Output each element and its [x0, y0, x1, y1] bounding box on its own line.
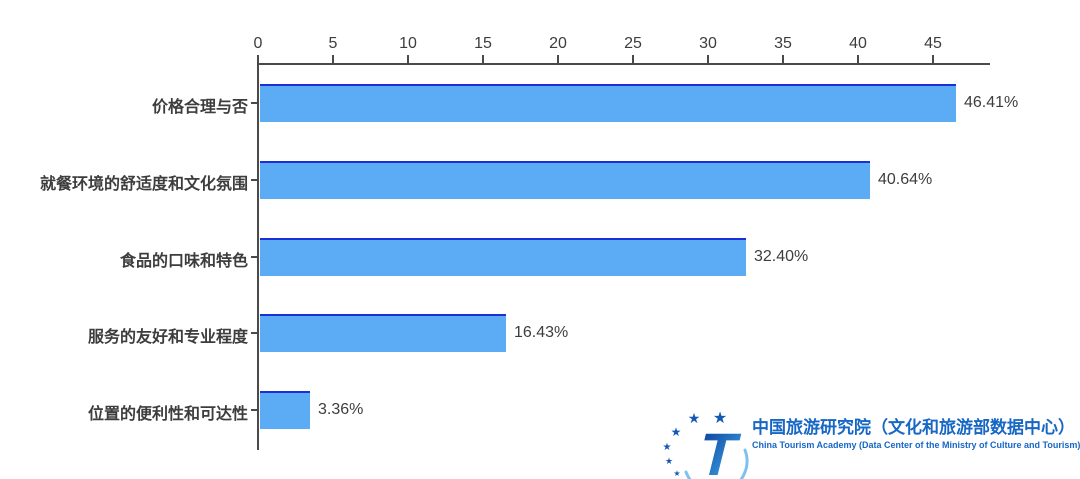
x-tick [557, 55, 559, 63]
x-tick-label: 30 [699, 35, 717, 52]
category-tick [251, 409, 257, 411]
x-axis-line [258, 63, 990, 65]
star-arc-icon: ★ ★ ★ ★ ★ ★ [663, 408, 728, 478]
x-tick-label: 0 [253, 35, 263, 52]
y-axis-line [257, 63, 259, 450]
category-label: 服务的友好和专业程度 [87, 329, 248, 347]
x-tick [707, 55, 709, 63]
x-tick-label: 5 [328, 35, 338, 52]
x-tick-label: 35 [774, 35, 792, 52]
footer-logo: ★ ★ ★ ★ ★ ★ T 中国旅游研究院（文化和旅游部数据中心） China … [658, 403, 1080, 479]
x-tick-label: 45 [924, 35, 942, 52]
x-tick-label: 15 [474, 35, 492, 52]
bar [260, 391, 310, 429]
x-tick [332, 55, 334, 63]
category-tick [251, 102, 257, 104]
x-tick [932, 55, 934, 63]
category-tick [251, 178, 257, 181]
x-tick-label: 20 [549, 35, 567, 52]
bar [260, 84, 956, 122]
bar-value-label: 32.40% [754, 247, 809, 265]
logo-letter-t: T [692, 421, 745, 479]
bar-value-label: 46.41% [964, 94, 1019, 111]
star-icon: ★ [663, 442, 672, 453]
bar [260, 237, 746, 276]
category-label: 就餐环境的舒适度和文化氛围 [39, 175, 248, 193]
bar-value-label: 40.64% [878, 170, 933, 188]
x-tick-label: 10 [399, 35, 417, 52]
bar [260, 160, 870, 199]
x-tick-label: 40 [849, 35, 867, 52]
bar-value-label: 3.36% [318, 401, 364, 418]
category-tick [251, 255, 257, 258]
x-tick [857, 55, 859, 63]
star-icon: ★ [688, 411, 701, 427]
logo-title-en: China Tourism Academy (Data Center of th… [752, 439, 1080, 450]
logo-title-cn: 中国旅游研究院（文化和旅游部数据中心） [752, 418, 1075, 437]
x-tick [632, 55, 634, 63]
star-icon: ★ [713, 408, 727, 427]
category-label: 位置的便利性和可达性 [87, 406, 248, 423]
category-label: 价格合理与否 [151, 99, 248, 116]
star-icon: ★ [671, 425, 682, 439]
bar [260, 314, 506, 353]
category-label: 食品的口味和特色 [119, 252, 248, 270]
footer-logo-text: 中国旅游研究院（文化和旅游部数据中心） China Tourism Academ… [752, 403, 1080, 450]
x-tick [407, 55, 409, 63]
x-tick [257, 55, 259, 63]
star-icon: ★ [673, 469, 680, 478]
swoosh-icon [684, 448, 749, 479]
x-tick [482, 55, 484, 63]
star-icon: ★ [665, 457, 673, 467]
x-tick [782, 55, 784, 63]
x-tick-label: 25 [624, 35, 642, 52]
china-tourism-academy-logo-icon: ★ ★ ★ ★ ★ ★ T [663, 408, 749, 479]
category-tick [251, 332, 257, 335]
bar-value-label: 16.43% [514, 324, 569, 342]
